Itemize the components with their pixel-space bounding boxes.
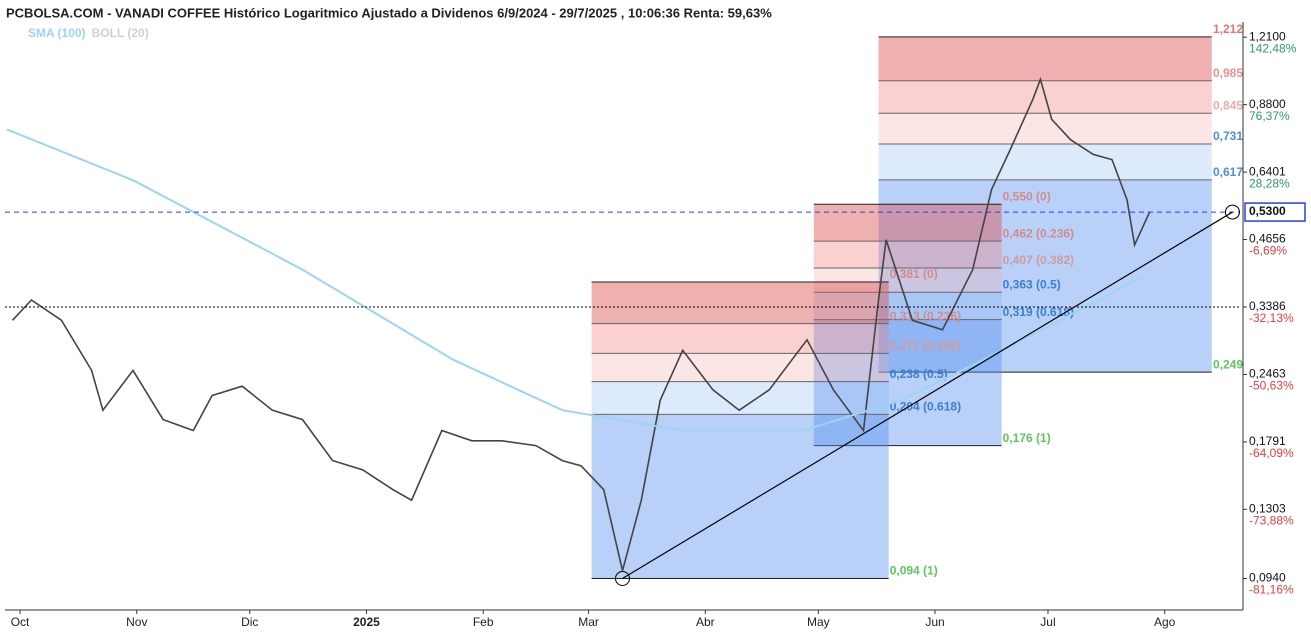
y-tick-note: -64,09% <box>1249 446 1294 460</box>
fib-band <box>591 353 889 382</box>
y-tick-label: 0,1791 <box>1249 434 1286 448</box>
y-tick-note: 76,37% <box>1249 109 1290 123</box>
fib-band <box>878 143 1212 180</box>
y-tick-label: 0,6401 <box>1249 164 1286 178</box>
last-value-box <box>1244 202 1306 222</box>
legend-entry: SMA (100) <box>28 26 86 40</box>
fib-band <box>591 281 889 324</box>
fib-label: 0,731 <box>1213 129 1243 143</box>
x-tick-label: Mar <box>578 615 599 629</box>
fib-label: 0,845 <box>1213 98 1243 112</box>
fib-label: 0,462 (0.236) <box>1003 226 1074 240</box>
price-line <box>11 76 1151 571</box>
y-tick-label: 0,2463 <box>1249 367 1286 381</box>
fib-label: 0,094 (1) <box>890 564 938 578</box>
x-tick-label: Oct <box>11 615 30 629</box>
x-tick-label: Feb <box>473 615 494 629</box>
y-tick-label: 0,3386 <box>1249 299 1286 313</box>
y-tick-label: 0,8800 <box>1249 97 1286 111</box>
last-value-label: 0,5300 <box>1249 204 1286 218</box>
fib-label: 0,985 <box>1213 66 1243 80</box>
y-tick-note: -32,13% <box>1249 311 1294 325</box>
y-tick-label: 0,1303 <box>1249 501 1286 515</box>
fib-label: 0,313 (0.236) <box>890 309 961 323</box>
fib-label: 0,249 <box>1213 357 1243 371</box>
fib-label: 0,617 <box>1213 165 1243 179</box>
y-tick-note: -50,63% <box>1249 379 1294 393</box>
chart-title: PCBOLSA.COM - VANADI COFFEE Histórico Lo… <box>6 5 772 20</box>
fib-label: 0,381 (0) <box>890 267 938 281</box>
trend-anchor <box>615 570 630 586</box>
y-tick-label: 1,2100 <box>1249 29 1286 43</box>
fib-band <box>813 319 1002 446</box>
fib-label: 0,407 (0.382) <box>1003 253 1074 267</box>
fib-band <box>591 414 889 579</box>
fib-label: 0,204 (0.618) <box>890 400 961 414</box>
y-tick-label: 0,4656 <box>1249 232 1286 246</box>
y-tick-note: -73,88% <box>1249 513 1294 527</box>
fib-band <box>813 268 1002 293</box>
fib-label: 0,176 (1) <box>1003 431 1051 445</box>
fib-band <box>591 323 889 354</box>
y-tick-label: 0,0940 <box>1249 571 1286 585</box>
fib-band <box>813 241 1002 269</box>
trend-anchor <box>1224 204 1240 220</box>
x-tick-label: Abr <box>696 615 715 629</box>
x-tick-label: May <box>807 615 830 629</box>
fib-label: 0,550 (0) <box>1003 189 1051 203</box>
y-tick-note: -81,16% <box>1249 583 1294 597</box>
x-tick-label: Nov <box>126 615 147 629</box>
y-tick-note: -6,69% <box>1249 244 1287 258</box>
fib-label: 1,212 <box>1213 22 1243 36</box>
x-tick-label: Dic <box>241 615 258 629</box>
fib-label: 0,272 (0.382) <box>890 339 961 353</box>
fib-label: 0,319 (0.618) <box>1003 305 1074 319</box>
sma-line <box>6 128 1143 432</box>
fib-band <box>878 113 1212 144</box>
x-tick-label: Jun <box>925 615 944 629</box>
y-tick-note: 28,28% <box>1249 176 1290 190</box>
x-tick-label: Jul <box>1040 615 1055 629</box>
y-tick-note: 142,48% <box>1249 41 1297 55</box>
trend-line <box>622 211 1233 579</box>
legend-entry: BOLL (20) <box>92 26 149 40</box>
fib-band <box>878 36 1212 81</box>
fib-label: 0,238 (0.5) <box>890 367 948 381</box>
x-tick-label: Ago <box>1154 615 1176 629</box>
x-tick-label: 2025 <box>353 615 380 629</box>
fib-band <box>813 204 1002 242</box>
fib-label: 0,363 (0.5) <box>1003 277 1061 291</box>
